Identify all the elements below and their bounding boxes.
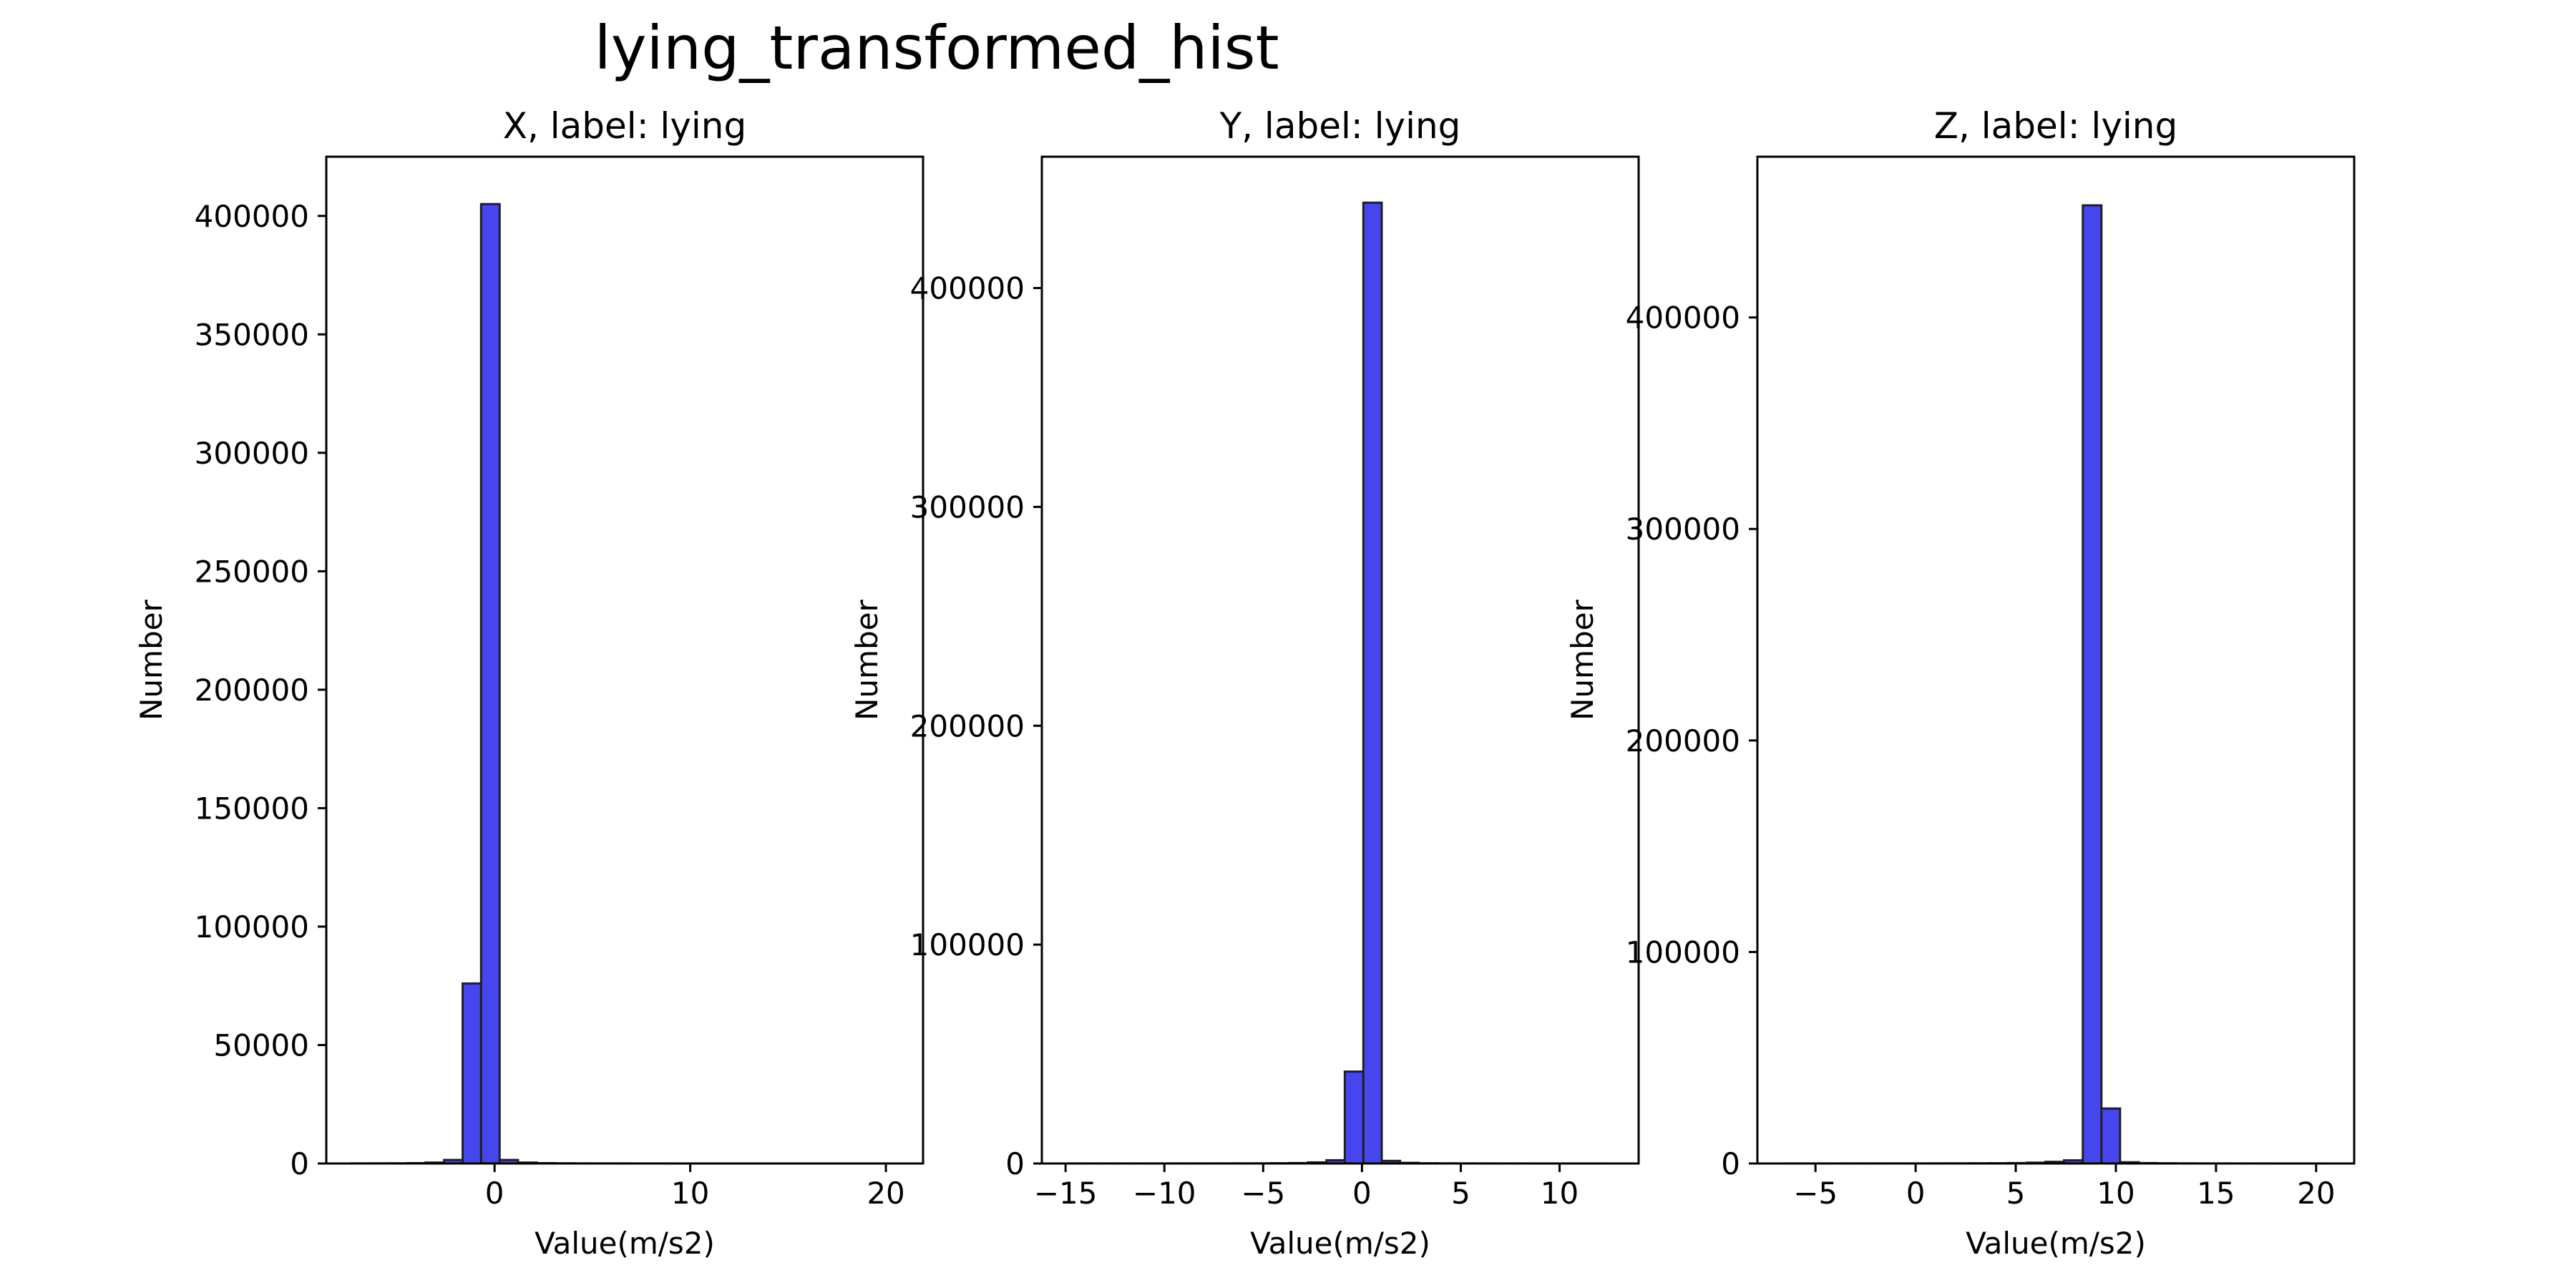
panel-z-frame: [1756, 155, 2356, 1165]
y-tick-label: 250000: [195, 554, 309, 589]
figure-title: lying_transformed_hist: [594, 13, 1279, 83]
histogram-bar: [2100, 1107, 2122, 1165]
y-tick-label: 150000: [195, 791, 309, 826]
histogram-bar: [479, 203, 501, 1165]
x-tick-label: −10: [1133, 1176, 1196, 1211]
y-tick-label: 0: [1721, 1146, 1740, 1181]
histogram-bar: [462, 982, 482, 1165]
x-tick-label: 15: [2197, 1176, 2235, 1211]
y-tick-label: 350000: [195, 317, 309, 352]
panel-x-title: X, label: lying: [503, 105, 747, 147]
panel-y-frame: [1040, 155, 1640, 1165]
histogram-bar: [2082, 204, 2103, 1165]
x-tick-label: 0: [1352, 1176, 1372, 1211]
y-tick-label: 100000: [910, 927, 1025, 962]
y-tick-label: 0: [1005, 1146, 1025, 1181]
panel-z-title: Z, label: lying: [1934, 105, 2178, 147]
x-tick-label: −5: [1241, 1176, 1285, 1211]
y-tick-label: 300000: [195, 436, 309, 471]
y-tick-label: 100000: [195, 909, 309, 945]
panel-z-xlabel: Value(m/s2): [1966, 1226, 2146, 1261]
panel-z-ylabel: Number: [1565, 599, 1600, 720]
panel-x-xlabel: Value(m/s2): [535, 1226, 715, 1261]
x-tick-label: 20: [867, 1176, 904, 1211]
subplot-panels: 0 10 2005000010000015000020000025000030000…: [134, 105, 2356, 1261]
y-tick-label: 300000: [1626, 512, 1740, 547]
panel-y-title: Y, label: lying: [1219, 105, 1461, 147]
histogram-bar: [1362, 201, 1383, 1165]
panel-y-xlabel: Value(m/s2): [1250, 1226, 1430, 1261]
y-tick-label: 50000: [213, 1028, 309, 1063]
panel-z: −5 0 5 10 15 20 0 100000 200000 300000 400000 Z, la…: [1565, 105, 2356, 1261]
histogram-bar: [1343, 1070, 1365, 1165]
panel-y: −15 −10 −5 0 5 10 0 100000 200000 300000 400000 Y, …: [849, 105, 1640, 1261]
y-tick-label: 100000: [1626, 935, 1740, 970]
x-tick-label: 0: [1906, 1176, 1926, 1211]
y-tick-label: 200000: [910, 708, 1025, 743]
x-tick-label: −5: [1793, 1176, 1838, 1211]
x-tick-label: 0: [485, 1176, 504, 1211]
y-tick-label: 400000: [1626, 301, 1740, 336]
x-tick-label: 10: [671, 1176, 709, 1211]
panel-y-bars: [1067, 201, 1604, 1165]
x-tick-label: −15: [1034, 1176, 1098, 1211]
x-tick-label: 10: [2097, 1176, 2135, 1211]
y-tick-label: 0: [290, 1146, 309, 1181]
x-tick-label: 5: [2006, 1176, 2026, 1211]
panel-x: 0 10 20 0 50000 100000 150000 200000 250000 30000…: [134, 105, 924, 1261]
panel-y-ylabel: Number: [849, 599, 884, 720]
panel-x-ylabel: Number: [134, 599, 169, 720]
x-tick-label: 20: [2297, 1176, 2335, 1211]
panel-x-frame: [325, 155, 924, 1165]
y-tick-label: 200000: [195, 673, 309, 708]
x-tick-label: 5: [1451, 1176, 1470, 1211]
y-tick-label: 400000: [910, 271, 1025, 306]
y-tick-label: 300000: [910, 489, 1025, 525]
x-tick-label: 10: [1541, 1176, 1579, 1211]
y-tick-label: 400000: [195, 199, 309, 234]
y-tick-label: 200000: [1626, 723, 1740, 758]
